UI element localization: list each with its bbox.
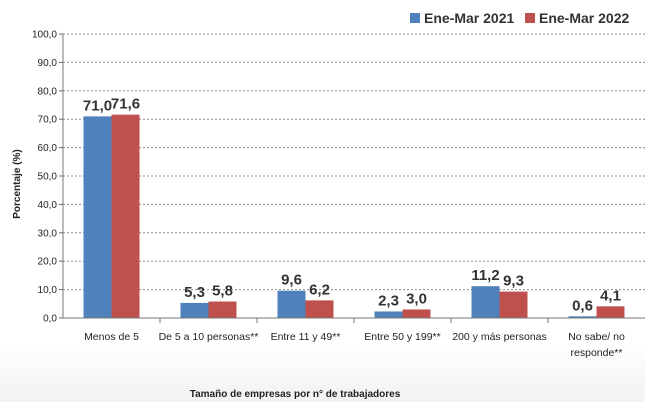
data-label: 5,8 — [212, 283, 233, 300]
x-axis-title: Tamaño de empresas por n° de trabajadore… — [190, 389, 401, 400]
labels: 71,071,6 Menos de 5 5,3 5,8 De 5 a 10 person… — [83, 96, 625, 359]
bar — [471, 286, 500, 318]
data-label: 3,0 — [406, 290, 427, 307]
bar — [374, 311, 403, 318]
data-label: 9,6 — [281, 272, 302, 289]
category-label: De 5 a 10 personas** — [159, 331, 259, 343]
y-tick-label: 20,0 — [38, 257, 58, 268]
y-tick-label: 0,0 — [43, 314, 57, 325]
category-label: No sabe/ no — [568, 331, 625, 343]
axes: 0,0 10,0 20,0 30,0 40,0 50,0 60,0 70,0 80,0 90,0 1… — [32, 30, 645, 325]
data-label: 71,0 — [83, 97, 112, 114]
category-label: Entre 11 y 49** — [271, 331, 341, 343]
bar — [568, 316, 597, 318]
bars — [83, 114, 625, 318]
data-label: 9,3 — [503, 273, 524, 290]
gridlines — [63, 33, 645, 291]
data-label: 4,1 — [600, 287, 621, 304]
y-tick-label: 40,0 — [38, 200, 58, 211]
data-label: 71,6 — [111, 96, 140, 113]
y-axis-title: Porcentaje (%) — [12, 149, 23, 218]
y-tick-label: 80,0 — [38, 86, 58, 97]
data-label: 2,3 — [378, 292, 399, 309]
bar — [305, 300, 334, 318]
y-tick-label: 50,0 — [38, 172, 58, 183]
bar — [402, 309, 431, 318]
legend: Ene-Mar 2021 Ene-Mar 2022 — [410, 10, 629, 26]
legend-label: Ene-Mar 2022 — [539, 10, 629, 26]
bar — [83, 116, 112, 318]
data-label: 11,2 — [471, 267, 499, 284]
y-tick-label: 60,0 — [38, 143, 58, 154]
bar — [208, 301, 237, 318]
category-label: responde** — [571, 347, 623, 359]
legend-swatch — [525, 13, 535, 23]
data-label: 5,3 — [184, 284, 205, 301]
bar — [111, 114, 140, 318]
y-tick-label: 30,0 — [38, 228, 58, 239]
category-label: 200 y más personas — [452, 331, 547, 343]
bar — [499, 291, 528, 318]
category-label: Menos de 5 — [84, 331, 139, 343]
bar — [277, 290, 306, 318]
y-tick-label: 70,0 — [38, 115, 58, 126]
category-label: Entre 50 y 199** — [364, 331, 440, 343]
data-label: 0,6 — [572, 297, 593, 314]
data-label: 6,2 — [309, 281, 330, 298]
y-tick-label: 10,0 — [38, 285, 58, 296]
bar — [180, 302, 209, 318]
legend-swatch — [410, 13, 420, 23]
bar — [596, 306, 625, 318]
y-tick-label: 100,0 — [32, 30, 57, 41]
y-tick-label: 90,0 — [38, 58, 58, 69]
legend-label: Ene-Mar 2021 — [424, 10, 514, 26]
